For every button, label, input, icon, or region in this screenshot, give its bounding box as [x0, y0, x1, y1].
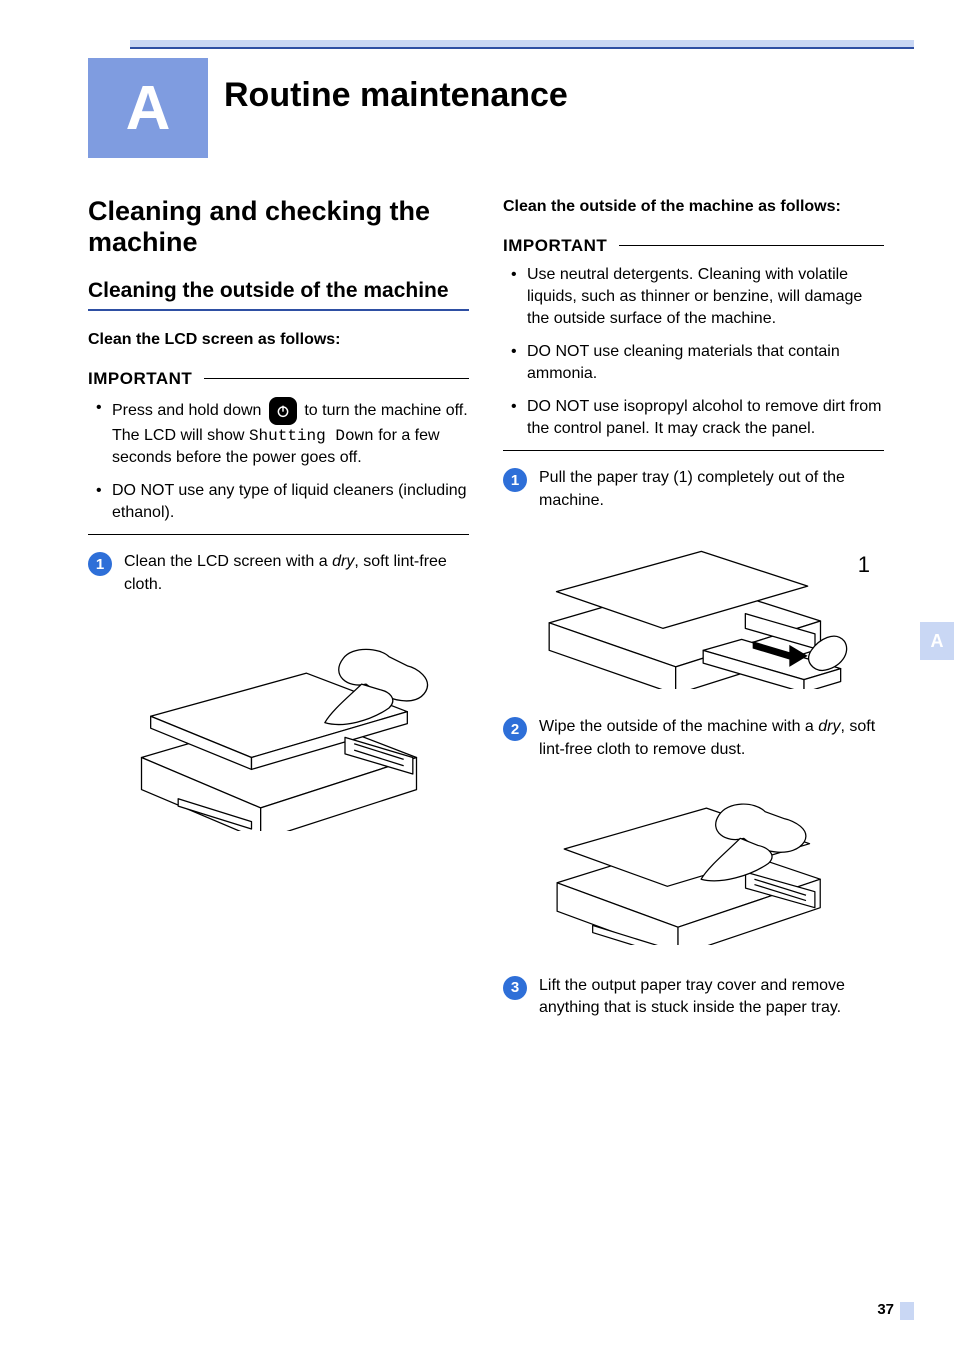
important-label: IMPORTANT [88, 369, 192, 389]
section-heading: Cleaning and checking the machine [88, 196, 469, 258]
chapter-title: Routine maintenance [224, 76, 568, 115]
right-column: Clean the outside of the machine as foll… [503, 196, 884, 1290]
important-block-right: IMPORTANT Use neutral detergents. Cleani… [503, 236, 884, 452]
side-tab: A [920, 622, 954, 660]
appendix-letter: A [126, 73, 171, 144]
step-badge-1: 1 [503, 468, 527, 492]
important-item: DO NOT use cleaning materials that conta… [511, 341, 884, 386]
side-tab-label: A [931, 631, 944, 652]
step-text: Lift the output paper tray cover and rem… [539, 975, 884, 1020]
important-head: IMPORTANT [503, 236, 884, 256]
step-badge-2: 2 [503, 717, 527, 741]
content-area: Cleaning and checking the machine Cleani… [88, 196, 884, 1290]
text: Wipe the outside of the machine with a [539, 718, 818, 735]
important-label: IMPORTANT [503, 236, 607, 256]
step-text: Clean the LCD screen with a dry, soft li… [124, 551, 469, 596]
figure-remove-tray: 1 [503, 526, 884, 696]
important-item: DO NOT use isopropyl alcohol to remove d… [511, 396, 884, 441]
important-rule-top [619, 245, 884, 246]
step-badge-1: 1 [88, 552, 112, 576]
important-rule-bottom [503, 450, 884, 451]
lead-text: Clean the LCD screen as follows: [88, 329, 469, 351]
important-item: DO NOT use any type of liquid cleaners (… [96, 480, 469, 525]
subsection-heading-wrap: Cleaning the outside of the machine [88, 278, 469, 303]
text-em: dry [332, 553, 354, 570]
important-item: Press and hold down to turn the machine … [96, 397, 469, 470]
mono-text: Shutting Down [249, 427, 374, 445]
lead-text: Clean the outside of the machine as foll… [503, 196, 884, 218]
important-block-left: IMPORTANT Press and hold down to turn th… [88, 369, 469, 536]
text: Clean the LCD screen with a [124, 553, 332, 570]
important-rule-bottom [88, 534, 469, 535]
appendix-badge: A [88, 58, 208, 158]
step-badge-3: 3 [503, 976, 527, 1000]
page-accent [900, 1302, 914, 1320]
important-head: IMPORTANT [88, 369, 469, 389]
page-number: 37 [877, 1301, 894, 1318]
figure-callout-1: 1 [858, 552, 870, 578]
power-icon [269, 397, 297, 425]
step-row: 1 Clean the LCD screen with a dry, soft … [88, 551, 469, 596]
subsection-heading: Cleaning the outside of the machine [88, 278, 469, 303]
step-text: Wipe the outside of the machine with a d… [539, 716, 884, 761]
important-rule-top [204, 378, 469, 379]
important-body: Use neutral detergents. Cleaning with vo… [503, 264, 884, 441]
text: DO NOT use any type of liquid cleaners (… [112, 482, 467, 521]
left-column: Cleaning and checking the machine Cleani… [88, 196, 469, 1290]
subsection-rule [88, 309, 469, 311]
step-row: 2 Wipe the outside of the machine with a… [503, 716, 884, 761]
step-text: Pull the paper tray (1) completely out o… [539, 467, 884, 512]
step-row: 3 Lift the output paper tray cover and r… [503, 975, 884, 1020]
important-body: Press and hold down to turn the machine … [88, 397, 469, 525]
header-dark-rule [130, 47, 914, 49]
figure-wipe-outside [503, 775, 884, 955]
text: Press and hold down [112, 402, 266, 419]
important-item: Use neutral detergents. Cleaning with vo… [511, 264, 884, 331]
text-em: dry [818, 718, 840, 735]
step-row: 1 Pull the paper tray (1) completely out… [503, 467, 884, 512]
figure-clean-lcd [88, 610, 469, 840]
